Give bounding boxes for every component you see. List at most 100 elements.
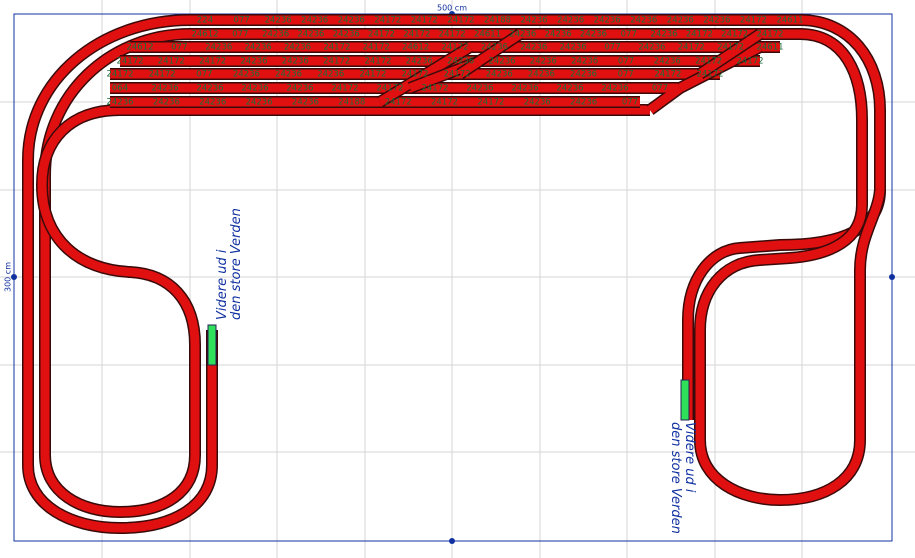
part-label: 24236	[488, 57, 515, 67]
track	[40, 29, 780, 517]
handle	[889, 274, 895, 280]
part-label: 24188	[338, 98, 365, 108]
part-label: 24172	[158, 57, 185, 67]
part-label: 24236	[556, 84, 583, 94]
part-label: 077	[618, 70, 634, 80]
part-label: 24172	[411, 16, 438, 26]
part-label: 24172	[331, 84, 358, 94]
track	[37, 105, 650, 346]
part-label: 24236	[651, 30, 678, 40]
part-label: 077	[622, 98, 638, 108]
part-label: 24172	[696, 70, 723, 80]
part-label: 24236	[570, 70, 597, 80]
part-label: 24236	[196, 84, 223, 94]
part-label: 24172	[439, 30, 466, 40]
track	[457, 30, 523, 78]
part-label: 24236	[205, 43, 232, 53]
track-end	[207, 324, 217, 366]
part-label: 224	[197, 16, 213, 26]
track	[377, 43, 473, 106]
part-label: 24172	[444, 70, 471, 80]
part-label: 24236	[560, 43, 587, 53]
part-label: 077	[604, 43, 620, 53]
part-label: 24188	[484, 16, 511, 26]
part-label: 24236	[286, 84, 313, 94]
handle	[449, 538, 455, 544]
part-label: 24236	[240, 57, 267, 67]
part-label: 24236	[511, 84, 538, 94]
part-label: 24236	[297, 30, 324, 40]
note: Videre ud i den store Verden	[668, 422, 697, 534]
part-label: 24236	[638, 43, 665, 53]
part-label: 077	[652, 84, 668, 94]
part-label: 077	[233, 16, 249, 26]
part-label: 24236	[486, 70, 513, 80]
part-label: 24172	[717, 43, 744, 53]
part-label: 24236	[601, 84, 628, 94]
part-label: 24172	[678, 43, 705, 53]
part-label: 24612	[191, 30, 218, 40]
part-label: 24236	[292, 98, 319, 108]
part-label: 077	[232, 30, 248, 40]
part-label: 24172	[359, 70, 386, 80]
part-label: 24236	[333, 30, 360, 40]
height-label: 300 cm	[4, 262, 13, 292]
part-label: 24236	[241, 84, 268, 94]
part-label: 24172	[431, 98, 458, 108]
note-line: Videre ud i	[215, 249, 230, 320]
part-label: 24236	[284, 43, 311, 53]
part-label: 24172	[477, 98, 504, 108]
part-label: 24172	[323, 57, 350, 67]
part-label: 24236	[528, 70, 555, 80]
part-label: 24611	[776, 16, 803, 26]
part-label: 24236	[530, 57, 557, 67]
handle	[11, 274, 17, 280]
part-label: 24172	[740, 16, 767, 26]
part-label: 24172	[756, 30, 783, 40]
part-label: 24236	[406, 57, 433, 67]
part-label: 24236	[481, 43, 508, 53]
part-label: 24236	[282, 57, 309, 67]
part-label: 24172	[654, 70, 681, 80]
note-line: den store Verden	[668, 422, 683, 534]
part-label: 24236	[466, 84, 493, 94]
track-end	[680, 379, 690, 421]
part-label: 24172	[199, 57, 226, 67]
part-label: 24236	[667, 16, 694, 26]
part-label: 24172	[106, 70, 133, 80]
part-label: 24172	[149, 70, 176, 80]
part-label: 24236	[520, 43, 547, 53]
part-label: 24612	[402, 43, 429, 53]
part-label: 24236	[630, 16, 657, 26]
part-label: 24236	[153, 98, 180, 108]
part-label: 24236	[571, 57, 598, 67]
part-label: 24236	[265, 16, 292, 26]
tracks	[22, 14, 886, 534]
part-label: 24236	[447, 57, 474, 67]
part-label: 24236	[703, 16, 730, 26]
part-label: 24172	[368, 30, 395, 40]
part-label: 24612	[126, 43, 153, 53]
part-label: 24236	[545, 30, 572, 40]
track	[695, 29, 885, 505]
part-label: 24236	[509, 30, 536, 40]
part-label: 24172	[686, 30, 713, 40]
part-label: 24236	[594, 16, 621, 26]
part-label: 24236	[245, 43, 272, 53]
part-label: 24236	[580, 30, 607, 40]
note-line: den store Verden	[229, 208, 244, 320]
part-label: 24611	[474, 30, 501, 40]
part-label: 077	[621, 30, 637, 40]
track	[36, 104, 650, 346]
part-label: 24172	[441, 43, 468, 53]
part-label: 24236	[338, 16, 365, 26]
track	[697, 30, 763, 78]
part-label: 24172	[374, 16, 401, 26]
part-label: 077	[618, 57, 634, 67]
part-label: 24236	[301, 16, 328, 26]
part-label: 24236	[199, 98, 226, 108]
part-label: 24236	[233, 70, 260, 80]
note-line: Videre ud i	[682, 422, 697, 493]
part-label: 064	[112, 84, 128, 94]
